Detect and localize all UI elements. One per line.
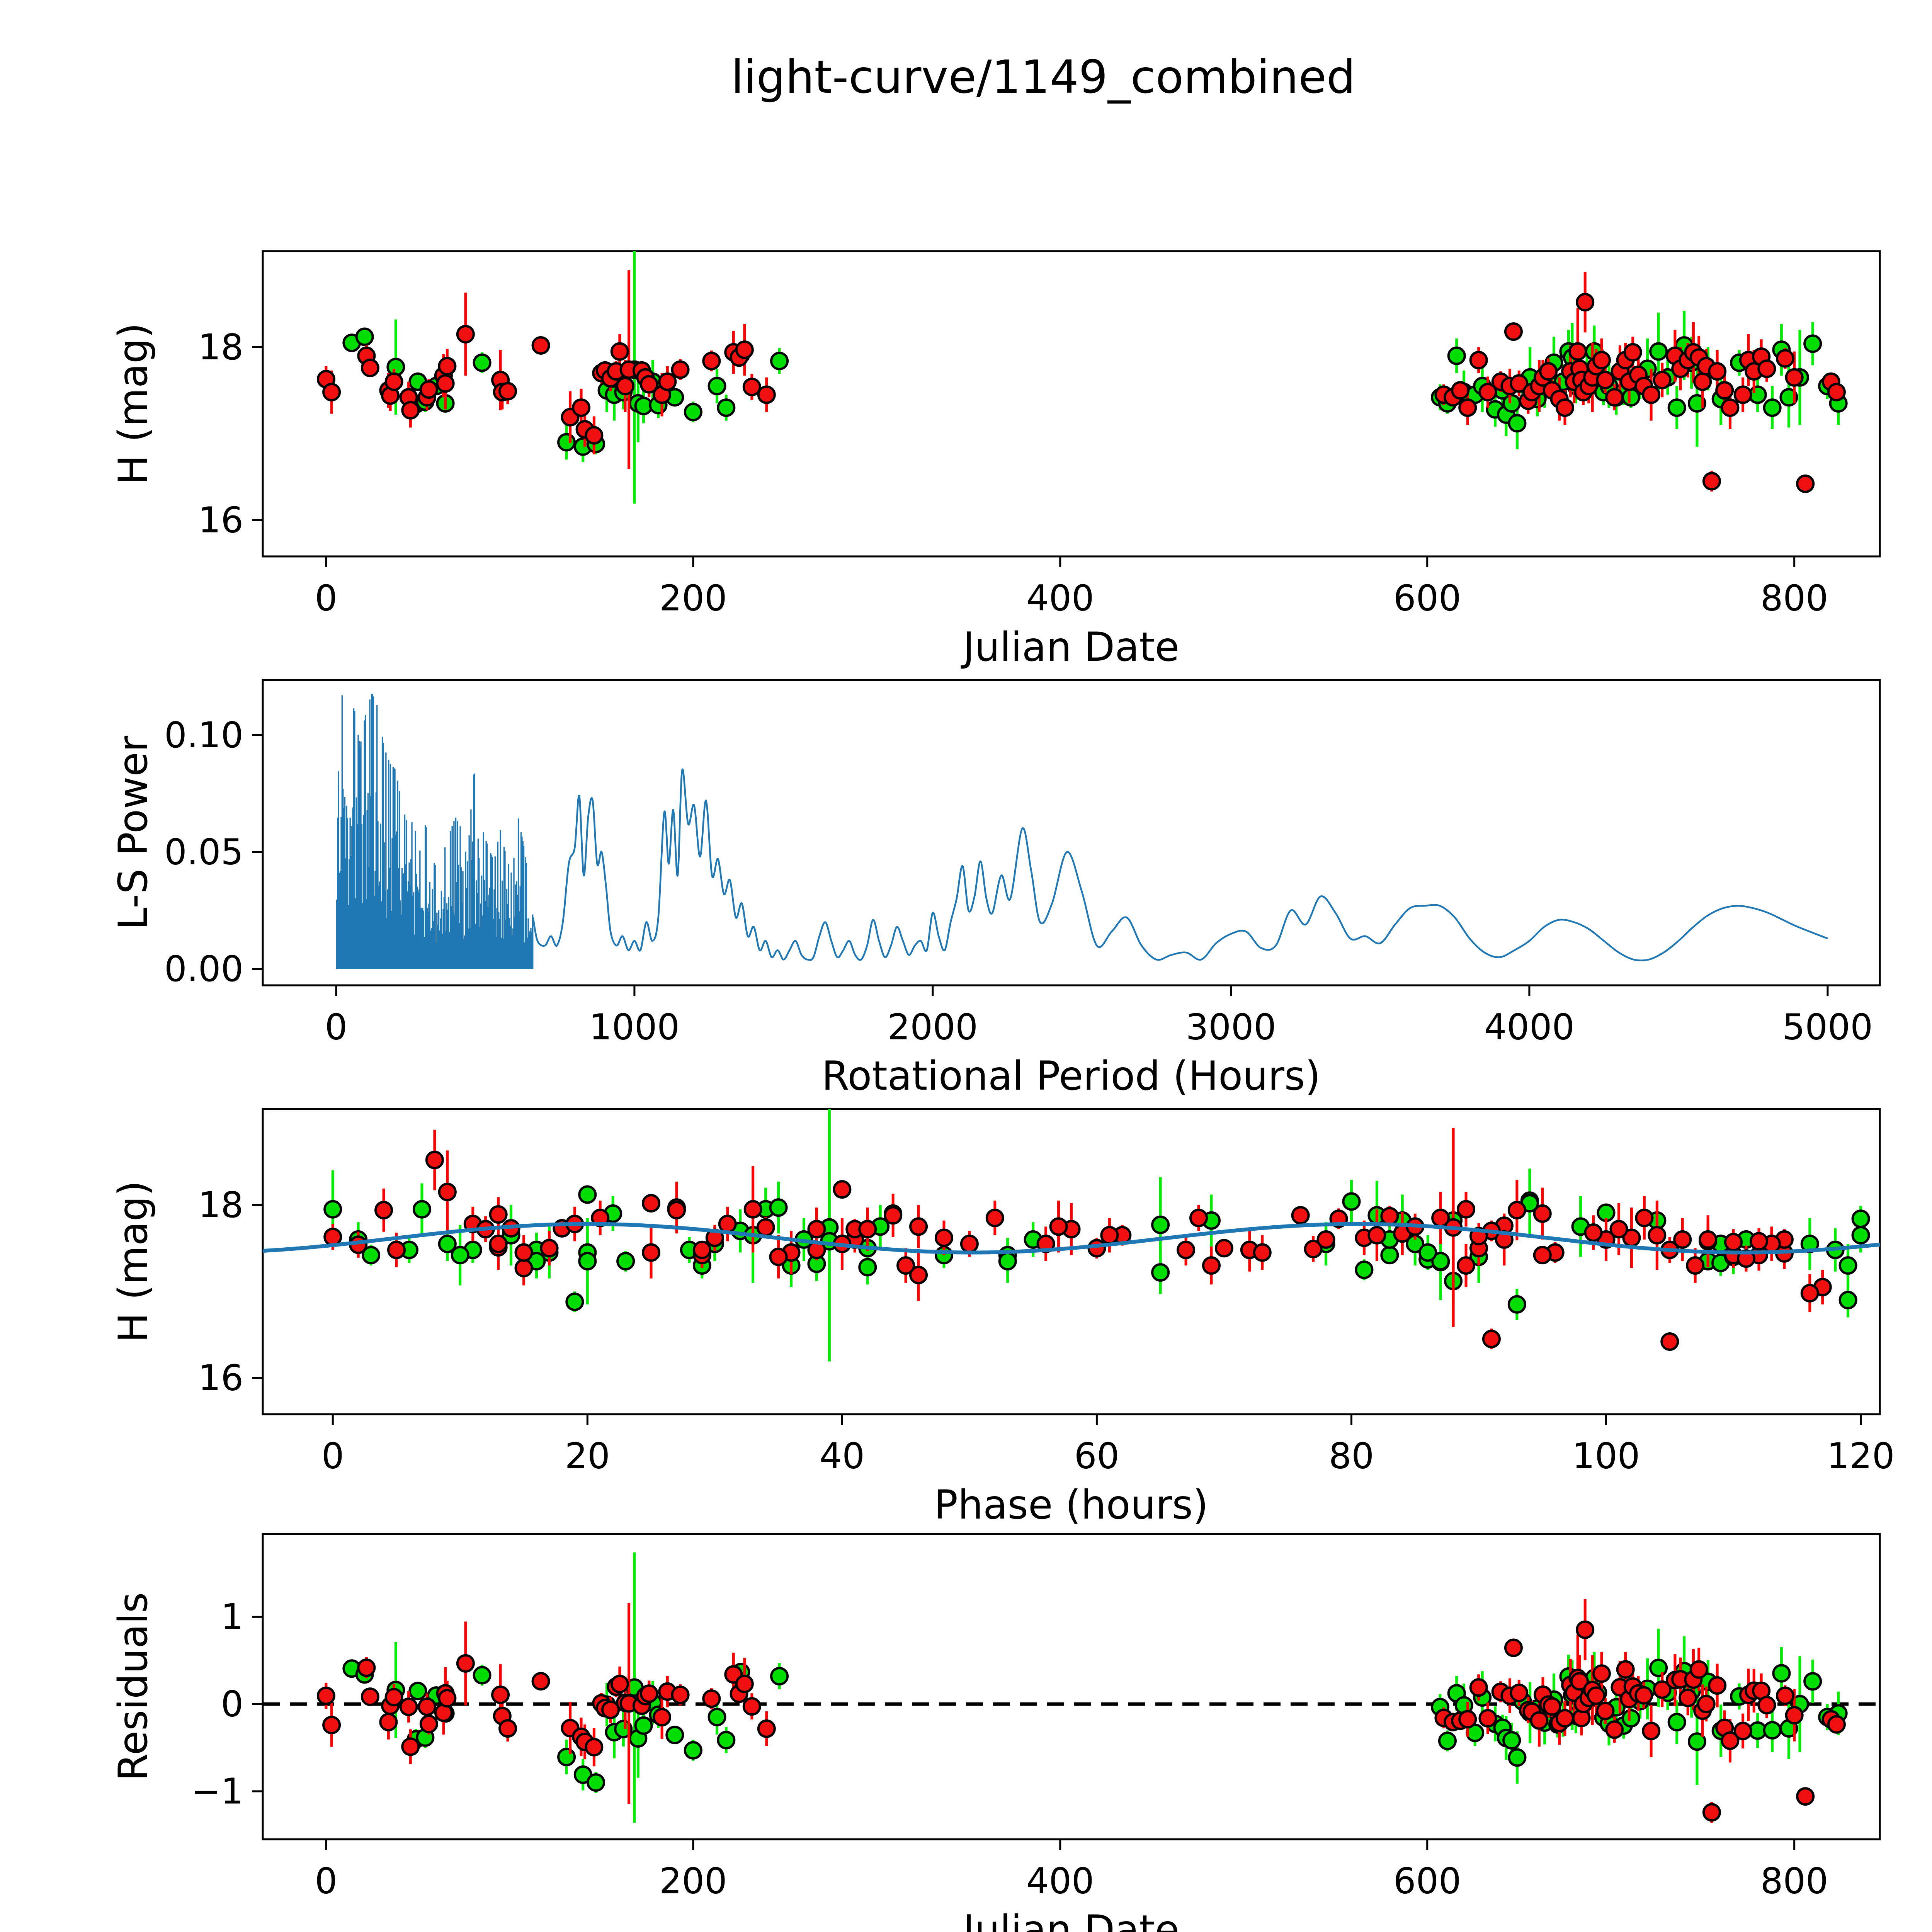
- svg-text:3000: 3000: [1186, 1007, 1276, 1048]
- p1-yaxis-label: H (mag): [110, 323, 156, 485]
- svg-text:120: 120: [1827, 1435, 1895, 1477]
- svg-text:100: 100: [1572, 1435, 1640, 1477]
- p1-xaxis-label: Julian Date: [963, 624, 1180, 670]
- svg-text:0: 0: [315, 1861, 338, 1902]
- svg-text:400: 400: [1026, 1861, 1094, 1902]
- svg-text:600: 600: [1393, 1861, 1461, 1902]
- svg-text:0: 0: [321, 1435, 344, 1477]
- p3-xaxis-label: Phase (hours): [934, 1482, 1209, 1528]
- svg-text:80: 80: [1329, 1435, 1374, 1477]
- svg-text:1000: 1000: [589, 1007, 680, 1048]
- svg-text:800: 800: [1760, 1861, 1828, 1902]
- svg-text:20: 20: [565, 1435, 610, 1477]
- p3-yaxis-label: H (mag): [110, 1180, 156, 1343]
- svg-text:0.10: 0.10: [164, 714, 243, 756]
- svg-text:0.05: 0.05: [164, 831, 243, 872]
- svg-text:200: 200: [659, 578, 727, 619]
- svg-text:0: 0: [315, 578, 338, 619]
- figure-title: light-curve/1149_combined: [731, 50, 1355, 104]
- svg-text:2000: 2000: [888, 1007, 978, 1048]
- p4-xaxis-label: Julian Date: [963, 1907, 1180, 1932]
- svg-text:400: 400: [1026, 578, 1094, 619]
- svg-text:−1: −1: [191, 1770, 243, 1812]
- svg-text:0: 0: [325, 1007, 348, 1048]
- svg-text:18: 18: [198, 327, 243, 368]
- svg-text:4000: 4000: [1484, 1007, 1575, 1048]
- p2-xaxis-label: Rotational Period (Hours): [821, 1053, 1321, 1099]
- svg-text:60: 60: [1074, 1435, 1119, 1477]
- svg-text:0: 0: [221, 1684, 243, 1725]
- svg-text:16: 16: [198, 1357, 243, 1399]
- svg-text:40: 40: [820, 1435, 865, 1477]
- svg-text:18: 18: [198, 1184, 243, 1226]
- p4-yaxis-label: Residuals: [110, 1592, 156, 1781]
- svg-text:0.00: 0.00: [164, 948, 243, 990]
- p2-yaxis-label: L-S Power: [110, 735, 156, 930]
- svg-text:5000: 5000: [1782, 1007, 1873, 1048]
- svg-text:1: 1: [221, 1596, 243, 1638]
- svg-text:800: 800: [1760, 578, 1828, 619]
- svg-text:16: 16: [198, 500, 243, 541]
- svg-text:200: 200: [659, 1861, 727, 1902]
- svg-text:600: 600: [1393, 578, 1461, 619]
